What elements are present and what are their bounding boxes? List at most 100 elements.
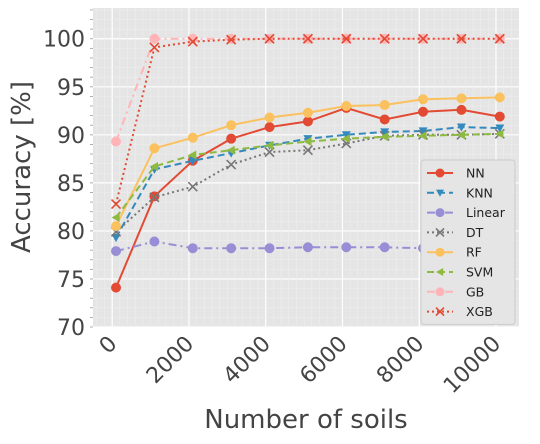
data-point	[187, 181, 198, 192]
data-point	[188, 150, 197, 160]
legend-marker	[435, 168, 445, 178]
data-point	[302, 242, 313, 253]
data-point	[264, 112, 275, 123]
data-point	[302, 116, 313, 127]
y-tick-label: 75	[57, 268, 85, 293]
data-point	[456, 104, 467, 115]
data-point	[418, 127, 428, 136]
data-point	[341, 101, 352, 112]
data-point	[341, 242, 352, 253]
legend-marker	[435, 208, 445, 218]
data-point	[418, 131, 427, 141]
legend-label: DT	[466, 225, 484, 240]
legend-label: RF	[466, 245, 482, 260]
data-point	[110, 198, 122, 210]
data-point	[494, 33, 505, 44]
legend-marker	[435, 287, 445, 297]
legend-box	[420, 159, 516, 325]
data-point	[226, 133, 237, 144]
data-point	[111, 136, 122, 147]
data-point	[149, 42, 160, 53]
data-point	[264, 243, 275, 254]
data-point	[341, 33, 352, 44]
data-point	[341, 134, 350, 144]
data-point	[188, 157, 198, 166]
series-svm	[111, 129, 504, 222]
y-tick-label: 70	[57, 316, 85, 341]
data-point	[303, 137, 312, 147]
data-point	[379, 242, 390, 253]
legend-marker	[436, 189, 444, 197]
legend-label: GB	[466, 284, 484, 299]
data-point	[226, 243, 237, 254]
series-line-svm	[115, 132, 500, 219]
legend-label: NN	[466, 166, 485, 181]
data-point	[456, 93, 467, 104]
x-tick-label: 10000	[439, 332, 506, 399]
data-point	[341, 131, 351, 140]
data-point	[418, 106, 429, 117]
series-xgb	[110, 33, 505, 210]
legend-marker	[435, 247, 445, 257]
x-axis-title: Number of soils	[204, 405, 407, 435]
data-point	[226, 159, 237, 170]
data-point	[149, 143, 160, 154]
data-point	[226, 145, 235, 155]
series-line-gb	[115, 37, 500, 142]
data-point	[380, 128, 390, 137]
legend-label: KNN	[466, 185, 493, 200]
data-point	[456, 123, 466, 132]
data-point	[456, 130, 466, 140]
data-point	[494, 111, 505, 122]
legend-marker	[435, 307, 445, 317]
data-point	[149, 236, 160, 247]
data-point	[302, 33, 313, 44]
data-point	[264, 122, 275, 133]
legend: NN KNN Linear DT RF SVM GB XGB	[420, 159, 516, 325]
x-tick-label: 8000	[372, 332, 429, 389]
data-point	[149, 192, 160, 203]
y-tick-label: 95	[57, 76, 85, 101]
data-point	[264, 33, 275, 44]
data-point	[226, 120, 237, 131]
data-point	[111, 246, 122, 257]
data-point	[226, 34, 237, 45]
x-tick-label: 2000	[142, 332, 199, 389]
legend-label: SVM	[466, 265, 493, 280]
data-point	[380, 132, 389, 142]
data-point	[418, 94, 429, 105]
legend-marker	[436, 268, 444, 276]
data-point	[494, 92, 505, 103]
data-point	[187, 36, 198, 47]
data-point	[111, 282, 122, 293]
y-axis-title: Accuracy [%]	[7, 81, 37, 253]
y-tick-label: 90	[57, 124, 85, 149]
data-point	[149, 162, 159, 172]
data-point	[111, 221, 122, 232]
x-tick-label: 0	[95, 332, 123, 360]
x-tick-label: 4000	[219, 332, 276, 389]
y-tick-label: 80	[57, 220, 85, 245]
data-point	[379, 33, 390, 44]
y-tick-label: 85	[57, 172, 85, 197]
y-tick-label: 100	[43, 28, 85, 53]
data-point	[187, 243, 198, 254]
data-point	[111, 234, 121, 243]
data-point	[187, 132, 198, 143]
data-point	[111, 212, 120, 222]
legend-marker	[435, 227, 445, 237]
series-knn	[111, 123, 505, 243]
data-point	[302, 145, 313, 156]
series-rf	[111, 92, 505, 232]
data-point	[495, 124, 505, 133]
data-point	[302, 107, 313, 118]
legend-label: Linear	[466, 205, 506, 220]
data-point	[379, 114, 390, 125]
data-point	[149, 33, 160, 44]
data-point	[495, 129, 504, 139]
legend-label: XGB	[466, 304, 493, 319]
data-point	[456, 33, 467, 44]
x-tick-label: 6000	[295, 332, 352, 389]
data-point	[187, 33, 198, 44]
